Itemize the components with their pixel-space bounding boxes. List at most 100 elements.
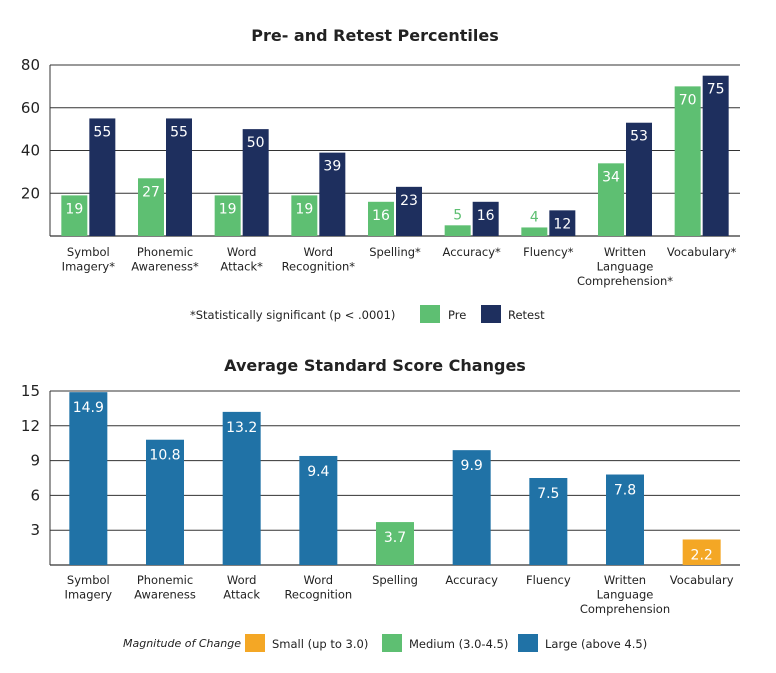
chart1-category-label: Attack* [220, 260, 263, 274]
legend-small-swatch [245, 634, 265, 652]
chart1-ytick-label: 80 [21, 56, 40, 74]
chart2-category-label: Awareness [134, 588, 196, 602]
chart1-category-label: Language [597, 260, 654, 274]
legend-small-label: Small (up to 3.0) [272, 637, 368, 651]
bar-large [146, 439, 184, 565]
chart1-category-label: Spelling* [369, 245, 421, 259]
chart1-title: Pre- and Retest Percentiles [251, 26, 499, 45]
chart2-category-label: Language [597, 588, 654, 602]
chart2-ytick-label: 15 [21, 382, 40, 400]
bar-value-label: 19 [295, 201, 313, 217]
legend-retest-swatch [481, 305, 501, 323]
bar-value-label: 70 [679, 92, 697, 108]
chart2-category-label: Symbol [67, 573, 110, 587]
chart2-ytick-label: 9 [30, 452, 40, 470]
chart1-category-label: Awareness* [131, 260, 199, 274]
chart2-ytick-label: 3 [30, 521, 40, 539]
bar-value-label: 12 [553, 216, 571, 232]
chart1-category-label: Vocabulary* [667, 245, 737, 259]
bar-large [606, 474, 644, 565]
chart2-category-label: Written [604, 573, 646, 587]
chart2-category-label: Attack [223, 588, 260, 602]
chart1-gridlines: 20 40 60 80 [21, 56, 740, 237]
chart2-category-label: Fluency [526, 573, 571, 587]
bar-value-label: 16 [477, 208, 495, 224]
chart2-title: Average Standard Score Changes [224, 356, 526, 375]
chart2-ytick-label: 6 [30, 486, 40, 504]
bar-value-label: 23 [400, 193, 418, 209]
chart1-category-label: Phonemic [137, 245, 193, 259]
legend-large-swatch [518, 634, 538, 652]
chart1-category-label: Comprehension* [577, 274, 673, 288]
bar-retest [702, 75, 729, 236]
chart2: Average Standard Score Changes 3 6 9 12 15 1… [21, 356, 740, 652]
bar-value-label: 5 [453, 207, 462, 223]
bar-pre [598, 163, 624, 236]
bar-value-label: 39 [323, 159, 341, 175]
bar-small [682, 539, 721, 565]
bar-retest [472, 201, 499, 236]
legend-pre-label: Pre [448, 308, 466, 322]
chart2-category-label: Vocabulary [670, 573, 734, 587]
bar-pre [291, 195, 318, 236]
chart1-ytick-label: 60 [21, 99, 40, 117]
chart2-category-labels: SymbolImageryPhonemicAwarenessWordAttack… [65, 573, 734, 616]
bar-value-label: 9.4 [307, 464, 329, 480]
chart1-category-label: Imagery* [62, 260, 116, 274]
bar-value-label: 7.8 [614, 483, 636, 499]
bar-retest [166, 118, 192, 236]
bar-medium [376, 522, 414, 565]
bar-value-label: 19 [219, 201, 237, 217]
chart2-category-label: Word [227, 573, 257, 587]
chart1-category-label: Word [304, 245, 334, 259]
chart1-category-labels: SymbolImagery*PhonemicAwareness*WordAtta… [62, 245, 737, 288]
chart1-ytick-label: 20 [21, 184, 40, 202]
bar-pre [214, 195, 241, 236]
bar-retest [549, 210, 576, 236]
bar-value-label: 4 [530, 209, 539, 225]
bar-large [69, 392, 108, 565]
chart1-category-label: Word [227, 245, 257, 259]
bar-retest [626, 122, 652, 236]
bar-value-label: 53 [630, 129, 648, 145]
bar-value-label: 14.9 [73, 400, 104, 416]
chart2-category-label: Accuracy [445, 573, 498, 587]
chart1-category-label: Written [604, 245, 646, 259]
bar-pre [674, 86, 701, 236]
bar-value-label: 7.5 [537, 486, 559, 502]
bar-value-label: 27 [142, 184, 160, 200]
bar-value-label: 50 [247, 135, 265, 151]
magnitude-legend: Small (up to 3.0) Medium (3.0-4.5) Large (… [245, 634, 647, 652]
bar-value-label: 55 [170, 124, 188, 140]
bar-value-label: 9.9 [461, 458, 483, 474]
legend-pre-swatch [420, 305, 440, 323]
bar-value-label: 13.2 [226, 420, 257, 436]
bar-value-label: 34 [602, 169, 620, 185]
bar-pre [444, 225, 471, 236]
chart2-category-label: Recognition [284, 588, 352, 602]
bar-value-label: 16 [372, 208, 390, 224]
chart1-ytick-label: 40 [21, 142, 40, 160]
chart2-category-label: Spelling [372, 573, 418, 587]
chart2-category-label: Word [304, 573, 334, 587]
bar-pre [61, 195, 88, 236]
chart2-bars: 14.9 10.8 13.2 9.4 3.7 9.9 7.5 7.8 2.2 [69, 392, 721, 565]
bar-large [529, 478, 568, 565]
chart1-category-label: Fluency* [523, 245, 574, 259]
legend-medium-swatch [382, 634, 402, 652]
bar-large [452, 450, 491, 565]
bar-value-label: 75 [707, 82, 725, 98]
bar-pre [138, 178, 164, 236]
legend-medium-label: Medium (3.0-4.5) [409, 637, 508, 651]
bar-value-label: 55 [93, 124, 111, 140]
chart1-bars: 19 27 19 19 16 5 4 34 70 55 55 50 39 23 16 12 53 75 [61, 75, 729, 236]
bar-large [299, 455, 338, 565]
bar-value-label: 3.7 [384, 530, 406, 546]
bar-retest [396, 186, 422, 236]
bar-pre [521, 227, 548, 236]
bar-value-label: 10.8 [149, 448, 180, 464]
chart2-category-label: Imagery [65, 588, 113, 602]
chart1-significance-note: *Statistically significant (p < .0001) [190, 308, 395, 322]
